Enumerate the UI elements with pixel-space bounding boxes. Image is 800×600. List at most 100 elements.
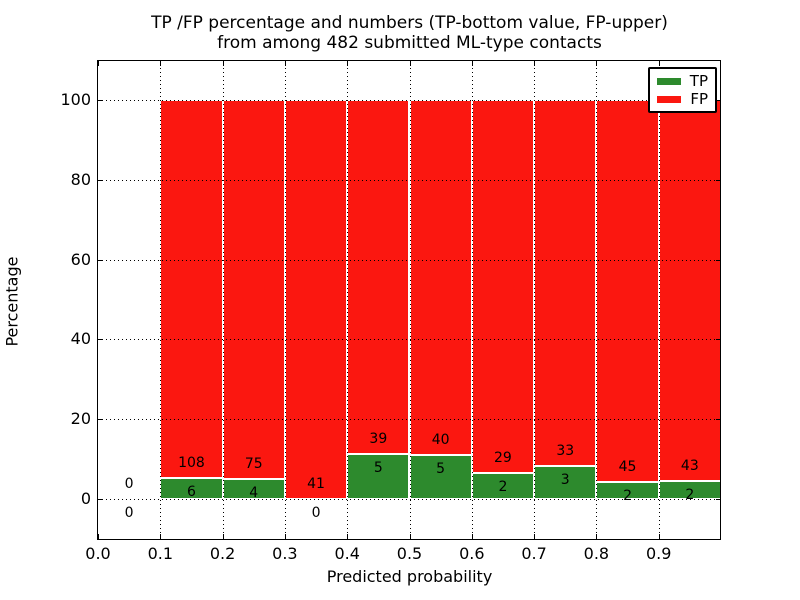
grid-line-vertical [222,60,224,539]
grid-line-vertical [347,60,349,539]
x-tick-label: 0.8 [583,544,610,563]
y-tick-mark-right [716,259,721,261]
grid-line-vertical [471,60,473,539]
y-axis-label: Percentage [2,256,22,347]
axes-frame [97,60,721,540]
grid-line-vertical [409,60,411,539]
legend-swatch-tp [657,77,681,85]
x-tick-mark [534,534,536,539]
bar-segment-tp [347,453,410,500]
bar-segment-fp [471,99,535,474]
x-tick-mark-top [658,61,660,66]
tp-count-label: 0 [311,505,321,522]
x-tick-mark [596,534,598,539]
x-tick-label: 0.5 [396,544,423,563]
y-tick-label: 0 [80,489,91,509]
x-tick-label: 0.2 [209,544,236,563]
legend-entry-fp: FP [657,90,708,108]
x-tick-mark [347,534,349,539]
fp-count-label: 108 [178,455,205,472]
grid-line-vertical [596,60,598,539]
x-tick-mark [409,534,411,539]
tp-count-label: 5 [373,459,383,476]
grid-line-horizontal [98,99,721,101]
x-tick-mark [471,534,473,539]
y-tick-label: 100 [60,89,91,109]
x-tick-label: 0.0 [85,544,111,563]
legend-swatch-fp [657,95,682,103]
x-tick-mark-top [160,61,162,66]
fp-count-label: 33 [556,442,575,459]
grid-line-horizontal [98,259,721,261]
grid-line-vertical [160,60,162,539]
fp-count-label: 75 [244,455,263,472]
x-tick-label: 0.9 [645,544,672,563]
bar-segment-tp [409,454,472,500]
tp-count-label: 0 [124,505,134,522]
y-tick-label: 20 [70,409,91,429]
x-tick-mark [222,534,224,539]
bar-segment-fp [284,99,348,500]
tp-count-label: 6 [186,484,196,501]
y-tick-mark-right [716,419,721,421]
fp-count-label: 0 [124,476,134,493]
legend-label-fp: FP [690,90,708,108]
x-tick-mark-top [284,61,286,66]
bar-segment-fp [409,99,472,455]
x-tick-label: 0.3 [272,544,298,563]
grid-line-vertical [284,60,286,539]
x-tick-mark [658,534,660,539]
x-tick-mark [98,534,99,539]
y-tick-label: 60 [70,249,91,269]
legend: TP FP [648,67,717,113]
x-tick-label: 0.7 [521,544,547,563]
fp-count-label: 45 [618,459,637,476]
y-tick-mark [98,419,103,421]
x-axis-label: Predicted probability [326,567,493,586]
y-tick-mark-right [716,499,721,501]
bar-segment-fp [222,99,285,479]
bar-segment-fp [534,99,597,466]
chart-title-line-1: TP /FP percentage and numbers (TP-bottom… [151,13,668,33]
x-tick-mark-top [98,61,99,66]
legend-label-tp: TP [689,72,708,90]
fp-count-label: 29 [494,450,512,467]
y-tick-mark [98,99,103,101]
x-tick-mark [284,534,286,539]
y-tick-mark-right [716,179,721,181]
bar-segment-fp [596,99,659,483]
tp-count-label: 2 [685,487,695,504]
x-tick-mark-top [534,61,536,66]
tp-count-label: 4 [249,484,259,501]
grid-line-horizontal [98,339,721,341]
x-tick-mark-top [596,61,598,66]
x-tick-label: 0.6 [459,544,485,563]
y-tick-mark [98,499,103,501]
x-tick-mark-top [471,61,473,66]
fp-count-label: 43 [680,458,699,475]
y-tick-label: 40 [70,329,91,349]
y-tick-mark [98,179,103,181]
tp-count-label: 3 [560,471,570,488]
x-tick-mark-top [347,61,349,66]
y-tick-label: 80 [70,169,91,189]
tp-count-label: 5 [436,460,446,477]
bar-segment-fp [658,99,721,482]
grid-line-horizontal [98,179,721,181]
tp-count-label: 2 [623,488,633,505]
x-tick-mark [160,534,162,539]
y-tick-mark [98,339,103,341]
grid-line-vertical [534,60,536,539]
grid-line-horizontal [98,419,721,421]
x-tick-mark-top [409,61,411,66]
chart-title-line-2: from among 482 submitted ML-type contact… [217,33,602,53]
fp-count-label: 41 [307,476,325,493]
grid-line-horizontal [98,499,721,501]
tp-count-label: 2 [498,479,508,496]
grid-line-vertical [658,60,660,539]
y-tick-mark-right [716,339,721,341]
fp-count-label: 39 [369,430,388,447]
y-tick-mark-right [716,99,721,101]
y-tick-mark [98,259,103,261]
